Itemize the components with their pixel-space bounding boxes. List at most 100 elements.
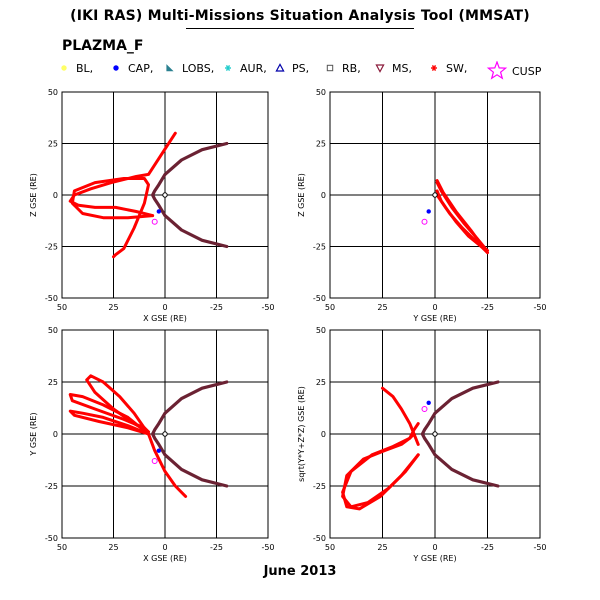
earth-origin-marker (162, 192, 168, 198)
legend-label: PS, (292, 61, 310, 75)
x-tick-label: 50 (325, 543, 335, 552)
legend-item-lobs: LOBS, (162, 61, 214, 75)
legend-label: BL, (76, 61, 94, 75)
panel-top-right: 50 25 0 -25 -50 -50 -25 0 25 50 Y GSE (RE) Z GSE (R… (297, 88, 547, 323)
earth-origin-marker (432, 431, 438, 437)
x-tick-label: 25 (108, 543, 118, 552)
legend-item-ms: MS, (372, 61, 412, 75)
x-tick-label: 0 (432, 303, 437, 312)
x-tick-label: -25 (210, 543, 223, 552)
y-tick-label: 0 (321, 430, 326, 439)
legend-item-aur: AUR, (220, 61, 267, 75)
magnetopause-boundary-line (151, 380, 229, 488)
plot-frame (61, 91, 269, 299)
y-axis-label: Z GSE (RE) (297, 173, 306, 217)
orbit-line (147, 432, 188, 498)
plot-frame (61, 329, 269, 539)
plot-data (68, 131, 229, 259)
panel-bottom-left: 50 25 0 -25 -50 -50 -25 0 25 50 X GSE (RE) Y GSE (R… (29, 326, 275, 563)
y-tick-label: 50 (316, 326, 326, 335)
circle-filled-icon (108, 61, 124, 75)
star-outline-icon (486, 61, 508, 81)
y-tick-label: 25 (48, 140, 58, 149)
plot-data (341, 380, 500, 511)
x-tick-label: 25 (377, 543, 387, 552)
y-tick-label: -50 (313, 534, 326, 543)
x-tick-label: 0 (432, 543, 437, 552)
legend-item-sw: SW, (426, 61, 467, 75)
x-tick-label: -25 (210, 303, 223, 312)
earth-origin-marker (432, 192, 438, 198)
legend-item-bl: BL, (56, 61, 93, 75)
legend-item-cap: CAP, (108, 61, 153, 75)
x-tick-label: 50 (57, 303, 67, 312)
y-tick-label: -25 (45, 482, 58, 491)
legend-label: CAP, (128, 61, 154, 75)
cusp-marker (421, 218, 428, 225)
y-tick-label: 25 (316, 140, 326, 149)
x-axis-label: Y GSE (RE) (412, 314, 456, 323)
panel-top-left: 50 25 0 -25 -50 -50 -25 0 25 50 X GSE (RE) Z GSE (R… (29, 88, 275, 323)
cap-marker (156, 448, 162, 453)
x-axis-label: Y GSE (RE) (412, 554, 456, 563)
cap-marker (426, 400, 431, 405)
asterisk-icon (426, 61, 442, 75)
x-tick-label: 25 (108, 303, 118, 312)
x-tick-label: -50 (533, 543, 546, 552)
orbit-line (68, 131, 177, 218)
y-tick-label: -50 (45, 534, 58, 543)
y-tick-label: 0 (53, 191, 58, 200)
title-underline (186, 28, 414, 29)
legend: BL, CAP, LOBS, AUR, PS, RB, MS, SW, CUSP (0, 0, 600, 90)
plot-data (68, 374, 229, 498)
orbit-line (85, 374, 150, 436)
y-tick-label: 50 (316, 88, 326, 97)
y-tick-label: 50 (48, 88, 58, 97)
y-tick-label: -25 (313, 482, 326, 491)
orbit-line (381, 386, 420, 446)
y-axis-label: Z GSE (RE) (29, 173, 38, 217)
orbit-line (68, 409, 150, 436)
y-axis-label: Y GSE (RE) (29, 412, 38, 456)
cusp-marker (151, 218, 158, 225)
legend-item-cusp: CUSP (486, 61, 541, 81)
y-tick-label: -50 (45, 294, 58, 303)
plot-frame (329, 91, 541, 299)
date-label: June 2013 (263, 564, 337, 579)
mission-label: PLAZMA_F (62, 38, 144, 54)
x-tick-label: -25 (481, 303, 494, 312)
panel-bottom-right: 50 25 0 -25 -50 -50 -25 0 25 50 Y GSE (RE) sqrt(Y*Y… (297, 326, 547, 563)
triangle-outline-icon (272, 61, 288, 75)
magnetopause-boundary-line (151, 141, 229, 249)
y-tick-label: -25 (313, 243, 326, 252)
earth-origin-marker (162, 431, 168, 437)
cusp-marker (421, 406, 428, 413)
x-tick-label: -50 (533, 303, 546, 312)
y-tick-label: 50 (48, 326, 58, 335)
plot-frame (329, 329, 541, 539)
cusp-marker (151, 458, 158, 465)
y-tick-label: 25 (316, 378, 326, 387)
y-tick-label: 25 (48, 378, 58, 387)
legend-label: SW, (446, 61, 468, 75)
x-tick-label: 25 (377, 303, 387, 312)
legend-item-ps: PS, (272, 61, 309, 75)
y-tick-label: 0 (321, 191, 326, 200)
asterisk-icon (220, 61, 236, 75)
legend-label: LOBS, (182, 61, 215, 75)
magnetopause-boundary-line (420, 380, 500, 488)
legend-label: RB, (342, 61, 361, 75)
y-axis-label: sqrt(Y*Y+Z*Z) GSE (RE) (297, 386, 306, 482)
x-axis-label: X GSE (RE) (143, 314, 187, 323)
x-tick-label: 0 (162, 303, 167, 312)
triangle-filled-icon (162, 61, 178, 75)
y-tick-label: -25 (45, 243, 58, 252)
cap-marker (426, 209, 431, 214)
orbit-line (435, 179, 489, 255)
x-tick-label: 50 (325, 303, 335, 312)
y-tick-label: -50 (313, 294, 326, 303)
legend-label: MS, (392, 61, 412, 75)
x-tick-label: -50 (261, 303, 274, 312)
triangle-down-outline-icon (372, 61, 388, 75)
